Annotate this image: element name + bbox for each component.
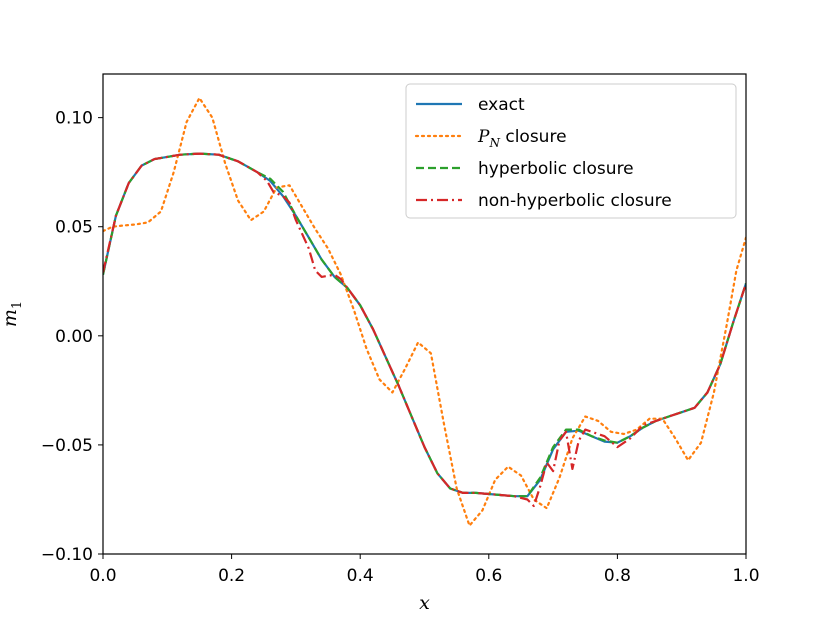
plot-area-frame <box>102 73 747 555</box>
legend-box <box>405 83 737 219</box>
y-tick-label: 0.10 <box>55 109 93 129</box>
legend-label-0: exact <box>478 95 525 115</box>
x-tick-label: 0.0 <box>89 566 116 586</box>
x-axis-ticks: 0.0 0.2 0.4 0.6 0.8 1.0 <box>89 554 760 586</box>
legend-label-tail: closure <box>500 127 567 147</box>
y-tick-label: 0.05 <box>55 218 93 238</box>
y-tick-label: 0.00 <box>55 327 93 347</box>
legend-label-main: hyperbolic closure <box>478 159 634 179</box>
series-line-1 <box>103 96 746 527</box>
x-axis-label: x <box>419 592 430 614</box>
y-tick-label: −0.10 <box>41 545 93 565</box>
legend-label-1: PN closure <box>477 127 567 150</box>
y-axis-ticks: −0.10 −0.05 0.00 0.05 0.10 <box>41 109 103 565</box>
legend-label-main: P <box>477 127 490 147</box>
legend-label-2: hyperbolic closure <box>478 159 634 179</box>
x-tick-label: 1.0 <box>732 566 759 586</box>
y-axis-label-subscript: 1 <box>10 301 25 309</box>
series-lines <box>103 96 746 527</box>
series-line-3 <box>103 152 746 508</box>
x-tick-label: 0.8 <box>604 566 631 586</box>
legend-label-subscript: N <box>488 136 500 150</box>
x-tick-label: 0.6 <box>475 566 502 586</box>
legend-label-main: exact <box>478 95 525 115</box>
x-tick-label: 0.2 <box>218 566 245 586</box>
y-axis-label: m1 <box>0 301 25 327</box>
legend-label-3: non-hyperbolic closure <box>478 191 672 211</box>
y-axis-label-main: m <box>0 309 21 327</box>
y-tick-label: −0.05 <box>41 436 93 456</box>
legend: exact PN closure hyperbolic closure non-hyp… <box>405 83 737 219</box>
x-tick-label: 0.4 <box>347 566 374 586</box>
legend-label-main: non-hyperbolic closure <box>478 191 672 211</box>
